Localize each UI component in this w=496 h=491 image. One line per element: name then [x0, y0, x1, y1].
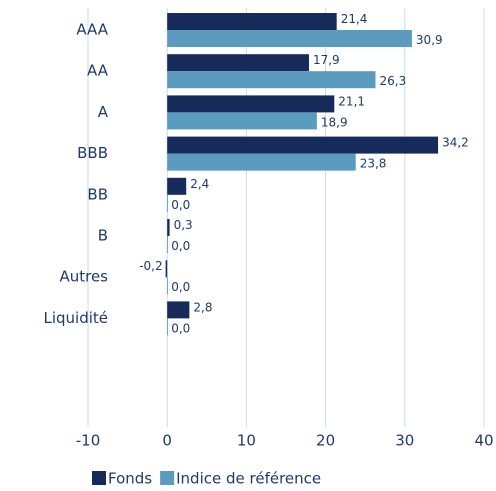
bar: [167, 318, 168, 336]
x-tick-label: 10: [237, 432, 256, 450]
value-label: 0,0: [171, 239, 190, 253]
bar: [167, 136, 439, 154]
value-label: 0,3: [174, 218, 193, 232]
bar: [167, 71, 376, 89]
legend-swatch: [160, 471, 175, 485]
x-tick-label: 40: [474, 432, 493, 450]
bar: [167, 95, 335, 113]
legend-label: Indice de référence: [176, 470, 321, 488]
bar: [167, 236, 168, 253]
value-label: 21,4: [341, 12, 368, 26]
bar: [167, 153, 356, 171]
value-label: 26,3: [379, 74, 406, 88]
value-label: 0,0: [171, 280, 190, 294]
value-label: 30,9: [416, 33, 443, 47]
category-label: AA: [87, 62, 109, 80]
bar: [167, 219, 170, 236]
value-label: 21,1: [338, 94, 365, 108]
legend-label: Fonds: [108, 470, 152, 488]
bar: [167, 194, 168, 212]
bar: [167, 112, 317, 130]
legend-swatch: [92, 471, 106, 485]
value-label: 0,0: [171, 198, 190, 212]
x-tick-label: 30: [395, 432, 414, 450]
bar: [167, 13, 337, 30]
category-label: Liquidité: [43, 309, 108, 327]
value-label: 18,9: [321, 115, 348, 129]
bar: [165, 260, 168, 278]
category-label: B: [98, 227, 108, 245]
value-label: 2,4: [190, 177, 209, 191]
x-tick-label: 20: [316, 432, 335, 450]
bar: [167, 277, 168, 295]
bar: [167, 301, 190, 319]
category-label: AAA: [76, 21, 108, 39]
value-label: 17,9: [313, 53, 340, 67]
value-label: 0,0: [171, 321, 190, 335]
bar: [167, 54, 309, 72]
bar: [167, 30, 412, 47]
value-label: 23,8: [360, 157, 387, 171]
category-label: Autres: [59, 268, 108, 286]
category-label: BBB: [77, 144, 108, 162]
x-tick-label: 0: [162, 432, 172, 450]
value-label: 34,2: [442, 136, 469, 150]
value-label: -0,2: [139, 259, 162, 273]
value-label: 2,8: [193, 300, 212, 314]
category-label: A: [98, 103, 109, 121]
x-tick-label: -10: [76, 432, 101, 450]
category-label: BB: [87, 185, 108, 203]
bar: [167, 177, 187, 195]
